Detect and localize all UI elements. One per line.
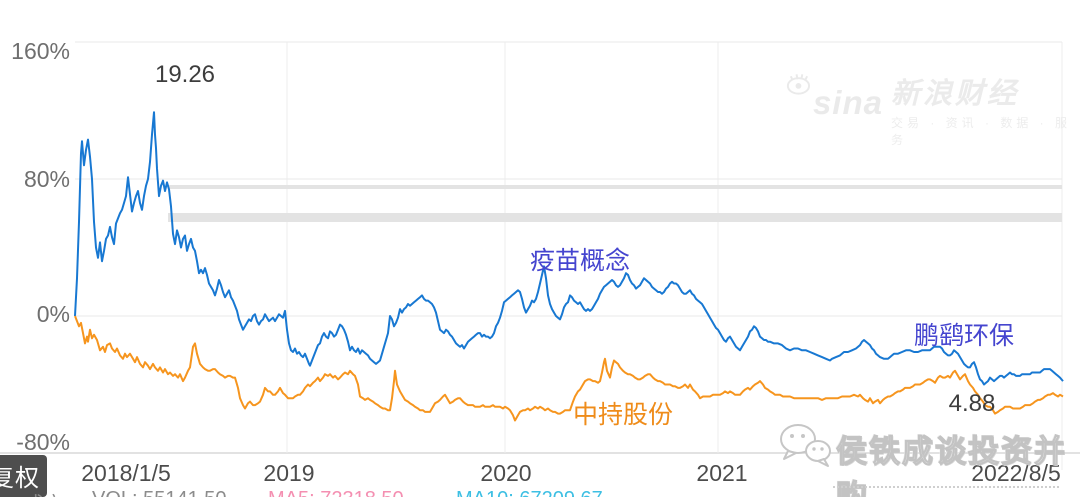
volume-value: VOL: 55141.50	[92, 488, 227, 497]
ma10-value: MA10: 67209.67	[456, 488, 603, 497]
x-axis-label: 2021	[696, 460, 748, 486]
series-line-中持股份	[74, 315, 1064, 422]
y-axis-label: 80%	[23, 166, 70, 192]
x-axis-label: 2018/1/5	[81, 460, 171, 486]
sina-logo-text: sina	[812, 84, 883, 121]
series-label: 疫苗概念	[529, 247, 630, 275]
y-axis-label: -80%	[16, 429, 70, 455]
series-line-疫苗概念	[74, 111, 1064, 386]
sina-eye-icon	[786, 74, 811, 95]
volume-label: 成交	[24, 488, 64, 497]
sina-tagline-text: 交易 · 资讯 · 数据 · 服务	[890, 116, 1071, 147]
sina-watermark: sina 新浪财经 交易 · 资讯 · 数据 · 服务	[784, 70, 1080, 148]
watermark-dotted-line	[833, 486, 1059, 488]
x-axis-label: 2020	[480, 460, 532, 486]
x-axis-label: 2022/8/5	[971, 460, 1061, 486]
price-annotation: 19.26	[154, 61, 216, 88]
price-adjust-badge[interactable]: 复权	[0, 455, 47, 497]
sina-brand-text: 新浪财经	[890, 78, 1019, 110]
price-annotation: 4.88	[948, 390, 996, 417]
x-axis-label: 2019	[263, 460, 315, 486]
ma5-value: MA5: 72318.50	[268, 488, 404, 497]
series-label: 鹏鹞环保	[913, 322, 1014, 350]
wechat-icon	[780, 424, 831, 467]
series-label: 中持股份	[572, 401, 673, 429]
y-axis-label: 0%	[36, 301, 70, 327]
y-axis-label: 160%	[11, 38, 70, 64]
